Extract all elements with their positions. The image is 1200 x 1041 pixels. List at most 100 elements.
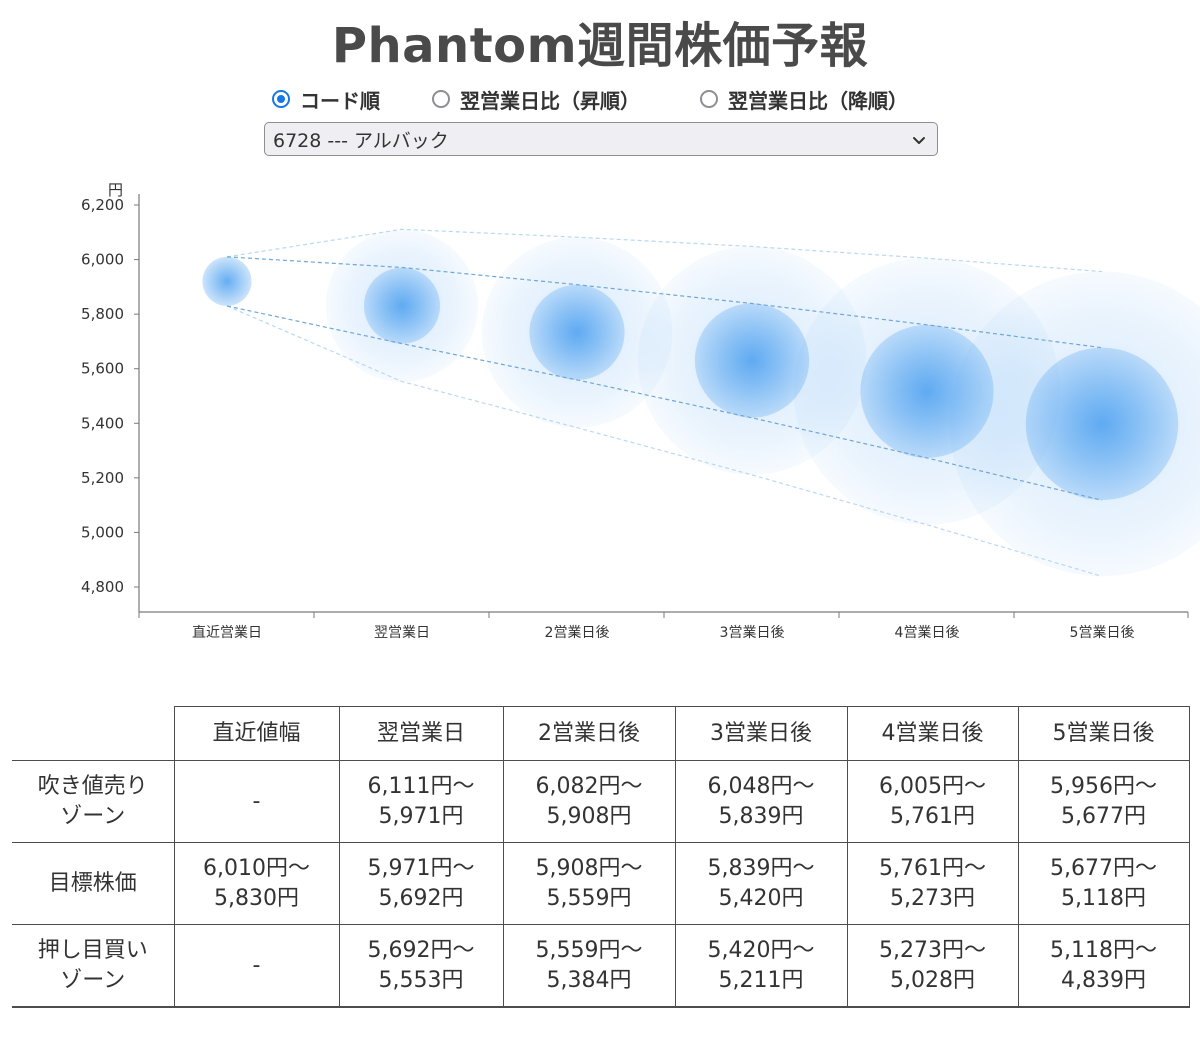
table-cell-line: 5,559円 [546, 885, 632, 911]
column-header: 3営業日後 [674, 706, 848, 761]
table-cell: 5,956円〜 5,677円 [1017, 760, 1190, 843]
table-cell: 6,048円〜 5,839円 [674, 760, 848, 843]
table-cell: 5,559円〜 5,384円 [502, 924, 676, 1008]
radio-unchecked-icon[interactable] [700, 90, 718, 108]
y-tick-label: 5,800 [81, 305, 124, 323]
table-cell-line: 5,211円 [718, 967, 804, 993]
sort-option-label: 翌営業日比（昇順） [460, 88, 640, 113]
table-cell-line: 5,908円 [546, 803, 632, 829]
row-header-line: ゾーン [60, 803, 126, 829]
row-header-line: 押し目買い [37, 937, 148, 963]
table-cell: 6,010円〜 5,830円 [173, 842, 340, 925]
y-tick-label: 6,000 [81, 251, 124, 269]
row-header: 押し目買い ゾーン [12, 924, 175, 1008]
x-category-label: 4営業日後 [895, 625, 960, 641]
sort-option-code[interactable]: コード順 [272, 84, 380, 114]
target-circle [529, 284, 625, 381]
y-tick-label: 5,600 [81, 360, 124, 378]
table-cell-line: 5,273円 [890, 885, 975, 911]
sort-option-next-day-descending[interactable]: 翌営業日比（降順） [700, 84, 908, 114]
stock-select-value: 6728 --- アルバック [273, 129, 449, 152]
table-cell-line: 5,559円〜 [535, 937, 643, 963]
table-cell: 5,761円〜 5,273円 [846, 842, 1019, 925]
column-header: 5営業日後 [1017, 706, 1190, 761]
x-category-label: 5営業日後 [1070, 625, 1135, 641]
row-header: 目標株価 [12, 842, 175, 925]
target-circle [694, 303, 810, 418]
y-tick-label: 5,200 [81, 469, 124, 487]
column-header: 4営業日後 [846, 706, 1019, 761]
table-cell: 5,971円〜 5,692円 [338, 842, 504, 925]
target-circle [1025, 347, 1179, 501]
table-cell-line: 6,010円〜 [203, 855, 310, 881]
table-cell-line: 5,028円 [890, 967, 975, 993]
y-axis-unit: 円 [108, 181, 123, 199]
sort-option-label: 翌営業日比（降順） [728, 88, 908, 113]
row-header-line: 吹き値売り [37, 773, 148, 799]
y-tick-label: 6,200 [81, 196, 124, 214]
stock-select[interactable]: 6728 --- アルバック [264, 122, 938, 156]
page-title: Phantom週間株価予報 [331, 18, 869, 74]
sort-radio-group: コード順 翌営業日比（昇順） 翌営業日比（降順） [0, 84, 1200, 114]
x-category-label: 3営業日後 [720, 625, 785, 641]
table-cell-line: 5,839円〜 [707, 855, 815, 881]
table-cell: 6,005円〜 5,761円 [846, 760, 1019, 843]
table-cell: 5,908円〜 5,559円 [502, 842, 676, 925]
radio-checked-icon[interactable] [272, 90, 290, 108]
table-cell: 5,118円〜 4,839円 [1017, 924, 1190, 1008]
table-cell: 5,692円〜 5,553円 [338, 924, 504, 1008]
x-category-label: 直近営業日 [192, 624, 262, 641]
table-cell-line: 5,761円〜 [879, 855, 986, 881]
table-cell: - [173, 760, 340, 843]
table-cell-line: 5,692円 [378, 885, 464, 911]
table-cell-line: 5,971円 [378, 803, 464, 829]
y-tick-label: 4,800 [81, 578, 124, 596]
column-header: 翌営業日 [338, 706, 504, 761]
table-row: 押し目買い ゾーン - 5,692円〜 5,553円 5,559円〜 5,384円 5,420… [12, 924, 1190, 1008]
row-header: 吹き値売り ゾーン [12, 760, 175, 843]
sort-option-label: コード順 [300, 88, 380, 113]
row-header-line: 目標株価 [48, 870, 137, 896]
table-cell-line: 5,420円〜 [707, 937, 815, 963]
zone-high-line [226, 228, 1103, 273]
y-tick-label: 5,000 [81, 523, 124, 541]
table-cell-line: 5,118円 [1061, 885, 1146, 911]
table-cell-line: 6,082円〜 [535, 773, 643, 799]
table-cell-line: 5,761円 [890, 803, 975, 829]
table-cell: 5,420円〜 5,211円 [674, 924, 848, 1008]
target-low-line [226, 305, 1103, 501]
table-cell-line: 5,971円〜 [367, 855, 475, 881]
table-cell: 6,082円〜 5,908円 [502, 760, 676, 843]
table-cell-line: 6,048円〜 [707, 773, 815, 799]
table-row: 目標株価 6,010円〜 5,830円 5,971円〜 5,692円 5,908円〜 5,5… [12, 842, 1190, 925]
table-cell-line: 5,677円 [1061, 803, 1146, 829]
table-cell-line: 5,692円〜 [367, 937, 475, 963]
table-row: 吹き値売り ゾーン - 6,111円〜 5,971円 6,082円〜 5,908円 6,048… [12, 760, 1190, 843]
table-cell-line: 5,118円〜 [1050, 937, 1157, 963]
zone-low-line [226, 305, 1103, 577]
sort-option-next-day-ascending[interactable]: 翌営業日比（昇順） [432, 84, 640, 114]
table-cell-line: 5,273円〜 [879, 937, 986, 963]
chevron-down-icon [913, 137, 925, 144]
forecast-table: 直近値幅 翌営業日 2営業日後 3営業日後 4営業日後 5営業日後 吹き値売りゾ… [12, 706, 1190, 1008]
column-header: 直近値幅 [173, 706, 340, 761]
table-cell: 6,111円〜 5,971円 [338, 760, 504, 843]
table-cell-line: 5,677円〜 [1050, 855, 1157, 881]
table-cell-line: 5,553円 [378, 967, 464, 993]
table-cell: 5,839円〜 5,420円 [674, 842, 848, 925]
radio-unchecked-icon[interactable] [432, 90, 450, 108]
forecast-chart: 円6,200 6,000 5,800 5,600 5,400 5,200 5,000 4,80… [81, 181, 1200, 641]
x-category-label: 2営業日後 [545, 625, 610, 641]
target-circle [860, 324, 994, 458]
table-cell-line: 5,830円 [214, 885, 299, 911]
table-cell-line: 5,839円 [718, 803, 804, 829]
table-cell: 5,273円〜 5,028円 [846, 924, 1019, 1008]
x-category-label: 翌営業日 [374, 625, 430, 641]
table-cell-line: 5,908円〜 [535, 855, 643, 881]
plot-area [202, 228, 1200, 577]
table-cell-line: 5,956円〜 [1050, 773, 1157, 799]
table-cell-line: 6,111円〜 [367, 773, 475, 799]
table-header-row: 直近値幅 翌営業日 2営業日後 3営業日後 4営業日後 5営業日後 [12, 706, 1190, 761]
table-cell: - [173, 924, 340, 1008]
y-tick-label: 5,400 [81, 414, 124, 432]
